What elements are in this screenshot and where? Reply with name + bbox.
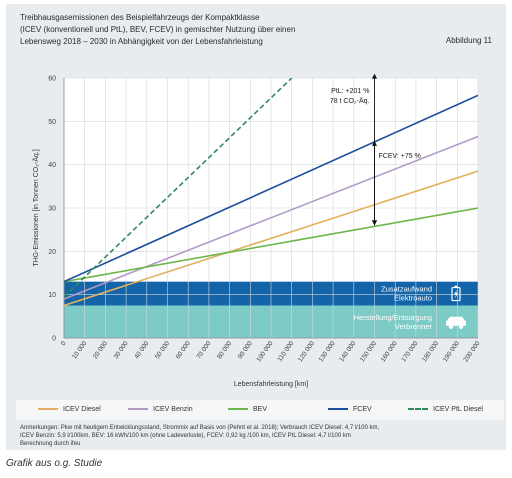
legend-label: ICEV PtL Diesel: [433, 406, 483, 413]
x-tick-label: 40 000: [133, 340, 150, 361]
legend-label: ICEV Benzin: [153, 406, 193, 413]
band-label: Verbrenner: [395, 322, 433, 331]
legend-label: BEV: [253, 406, 268, 413]
y-tick-label: 20: [48, 249, 56, 256]
legend-item: BEV: [228, 404, 267, 416]
x-tick-label: 80 000: [216, 340, 233, 361]
annotation-label: FCEV: +75 %: [379, 153, 421, 160]
x-tick-label: 30 000: [113, 340, 130, 361]
x-tick-label: 190 000: [442, 340, 461, 364]
y-tick-label: 30: [48, 206, 56, 213]
band-label: Elektroauto: [394, 294, 432, 303]
x-tick-label: 100 000: [255, 340, 274, 364]
x-tick-label: 160 000: [380, 340, 399, 364]
legend-item: ICEV Benzin: [128, 404, 193, 416]
notes: Anmerkungen: Pkw mit heutigem Entwicklun…: [20, 424, 506, 448]
legend-label: ICEV Diesel: [63, 406, 101, 413]
band-label: Zusatzaufwand: [381, 285, 432, 294]
x-tick-label: 50 000: [154, 340, 171, 361]
notes-line: ICEV Benzin: 5,9 l/100km, BEV: 16 kWh/10…: [20, 433, 351, 439]
chart-title-line: (ICEV (konventionell und PtL), BEV, FCEV…: [20, 25, 296, 34]
x-tick-label: 20 000: [92, 340, 109, 361]
legend: ICEV Diesel ICEV Benzin BEV FCEV ICEV PtL Di…: [16, 400, 504, 420]
notes-line: Berechnung durch ifeu: [20, 441, 81, 447]
annotation-arrowhead: [372, 140, 377, 146]
legend-swatch: [228, 408, 248, 411]
y-axis-title: THG-Emissionen [in Tonnen CO₂-Äq.]: [32, 149, 40, 266]
y-tick-label: 60: [48, 76, 56, 83]
series-line: [64, 170, 478, 307]
chart-title: Treibhausgasemissionen des Beispielfahrz…: [20, 12, 400, 48]
chart-title-line: Lebensweg 2018 – 2030 in Abhängigkeit vo…: [20, 37, 263, 46]
series-line: [64, 207, 478, 283]
band-label: Herstellung/Entsorgung: [354, 313, 432, 322]
x-tick-label: 150 000: [359, 340, 378, 364]
y-tick-label: 40: [48, 162, 56, 169]
series-line: [64, 78, 293, 298]
x-tick-label: 90 000: [237, 340, 254, 361]
annotation-arrowhead: [372, 73, 377, 79]
legend-swatch: [328, 408, 348, 411]
car-wheel-icon: [458, 324, 464, 329]
x-tick-label: 130 000: [318, 340, 337, 364]
x-tick-label: 60 000: [175, 340, 192, 361]
y-tick-label: 0: [52, 336, 56, 343]
notes-line: Anmerkungen: Pkw mit heutigem Entwicklun…: [20, 425, 380, 431]
x-tick-label: 180 000: [421, 340, 440, 364]
y-tick-label: 50: [48, 119, 56, 126]
legend-item: ICEV PtL Diesel: [408, 404, 483, 416]
x-axis-title: Lebensfahrleistung [km]: [234, 381, 308, 388]
x-tick-label: 110 000: [276, 340, 295, 363]
battery-bolt-icon: [454, 289, 458, 299]
figure-caption: Grafik aus o.g. Studie: [6, 458, 103, 469]
legend-swatch: [38, 408, 58, 411]
chart-title-line: Treibhausgasemissionen des Beispielfahrz…: [20, 13, 260, 22]
series-line: [64, 94, 478, 283]
annotation-label: 78 t CO₂-Äq.: [330, 97, 370, 105]
car-wheel-icon: [448, 324, 454, 329]
annotation-label: PtL: +201 %: [331, 88, 369, 95]
legend-item: ICEV Diesel: [38, 404, 101, 416]
x-tick-label: 120 000: [297, 340, 316, 364]
figure-label: Abbildung 11: [445, 36, 492, 45]
battery-icon-cap: [454, 285, 458, 288]
x-tick-label: 10 000: [71, 340, 88, 361]
car-icon: [446, 316, 466, 326]
legend-label: FCEV: [353, 406, 372, 413]
figure-panel: Treibhausgasemissionen des Beispielfahrz…: [6, 4, 506, 450]
legend-swatch: [408, 408, 428, 411]
annotation-arrowhead: [372, 220, 377, 226]
x-tick-label: 0: [60, 340, 68, 347]
series-line: [64, 135, 478, 300]
y-tick-label: 10: [48, 292, 56, 299]
legend-item: FCEV: [328, 404, 372, 416]
x-tick-label: 140 000: [338, 340, 357, 364]
x-tick-label: 200 000: [462, 340, 481, 364]
legend-swatch: [128, 408, 148, 411]
x-tick-label: 170 000: [400, 340, 419, 364]
x-tick-label: 70 000: [195, 340, 212, 361]
